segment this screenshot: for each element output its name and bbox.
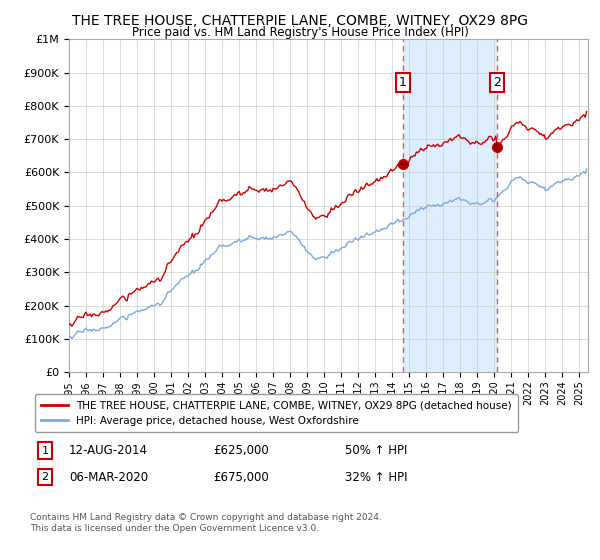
- Text: Contains HM Land Registry data © Crown copyright and database right 2024.: Contains HM Land Registry data © Crown c…: [30, 513, 382, 522]
- Text: 2: 2: [493, 76, 501, 89]
- Text: THE TREE HOUSE, CHATTERPIE LANE, COMBE, WITNEY, OX29 8PG: THE TREE HOUSE, CHATTERPIE LANE, COMBE, …: [72, 14, 528, 28]
- Text: 12-AUG-2014: 12-AUG-2014: [69, 444, 148, 458]
- Text: 06-MAR-2020: 06-MAR-2020: [69, 470, 148, 484]
- Text: 32% ↑ HPI: 32% ↑ HPI: [345, 470, 407, 484]
- Text: £625,000: £625,000: [213, 444, 269, 458]
- Bar: [403, 39, 497, 372]
- Text: 2: 2: [41, 472, 49, 482]
- Text: 1: 1: [41, 446, 49, 456]
- Text: £675,000: £675,000: [213, 470, 269, 484]
- Text: This data is licensed under the Open Government Licence v3.0.: This data is licensed under the Open Gov…: [30, 524, 319, 533]
- Text: 1: 1: [399, 76, 407, 89]
- Legend: THE TREE HOUSE, CHATTERPIE LANE, COMBE, WITNEY, OX29 8PG (detached house), HPI: : THE TREE HOUSE, CHATTERPIE LANE, COMBE, …: [35, 394, 518, 432]
- Text: Price paid vs. HM Land Registry's House Price Index (HPI): Price paid vs. HM Land Registry's House …: [131, 26, 469, 39]
- Text: 50% ↑ HPI: 50% ↑ HPI: [345, 444, 407, 458]
